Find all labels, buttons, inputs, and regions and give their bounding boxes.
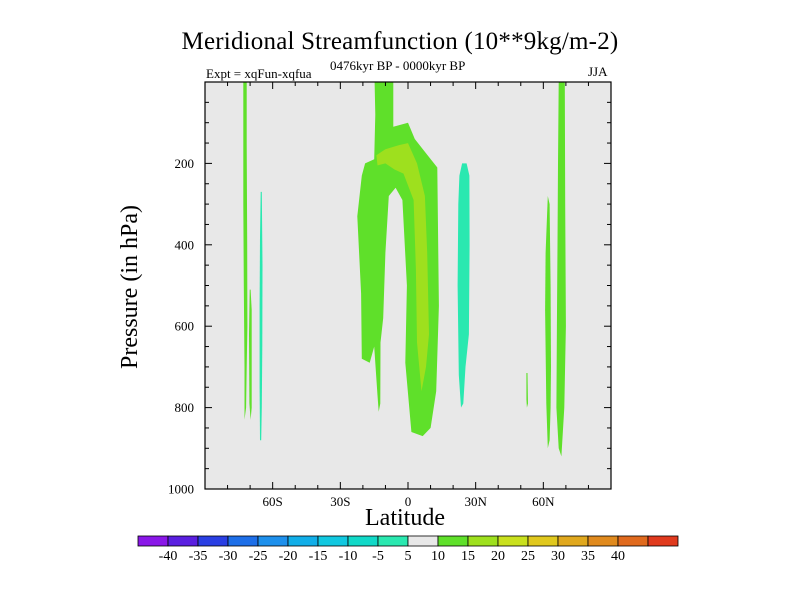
x-tick-label: 30S <box>330 494 350 509</box>
colorbar-label: -35 <box>189 549 208 564</box>
contour-cell-66S <box>259 191 263 441</box>
colorbar-label: -15 <box>309 549 328 564</box>
x-tick-labels: 60S 30S 0 30N 60N <box>263 494 556 509</box>
colorbar-swatch <box>617 535 649 547</box>
colorbar-swatch <box>167 535 199 547</box>
y-tick-label: 400 <box>175 237 195 252</box>
colorbar-label: -25 <box>249 549 268 564</box>
subtitle-season: JJA <box>588 64 608 79</box>
colorbar: -40 -35 -30 -25 -20 -15 -10 -5 5 10 15 20 25 30 35 40 <box>137 535 679 564</box>
colorbar-swatch <box>227 535 259 547</box>
colorbar-swatch <box>437 535 469 547</box>
colorbar-label: 5 <box>405 549 412 564</box>
colorbar-swatch <box>257 535 289 547</box>
y-tick-labels: 200 400 600 800 1000 <box>168 156 194 497</box>
contour-cell-22N <box>457 163 470 408</box>
x-tick-label: 60N <box>532 494 555 509</box>
y-tick-label: 200 <box>175 156 195 171</box>
chart-title: Meridional Streamfunction (10**9kg/m-2) <box>181 28 619 55</box>
contour-cell-tropics-core <box>394 147 427 375</box>
contour-cell-75S <box>243 82 248 420</box>
contour-cell-53N <box>526 373 528 408</box>
subtitle-period: 0476kyr BP - 0000kyr BP <box>330 58 466 73</box>
colorbar-swatch <box>407 535 439 547</box>
colorbar-label: 35 <box>581 549 595 564</box>
colorbar-swatch <box>347 535 379 547</box>
colorbar-label: 40 <box>611 549 625 564</box>
colorbar-label: 20 <box>491 549 505 564</box>
colorbar-label: 10 <box>431 549 445 564</box>
colorbar-label: -40 <box>159 549 178 564</box>
y-axis-label: Pressure (in hPa) <box>117 205 143 369</box>
colorbar-label: -20 <box>279 549 298 564</box>
plot-frame <box>204 81 612 490</box>
x-axis-label: Latitude <box>365 505 445 531</box>
colorbar-swatch <box>557 535 589 547</box>
contour-cell-62N <box>545 196 551 449</box>
y-tick-label: 800 <box>175 400 195 415</box>
colorbar-label: -10 <box>339 549 358 564</box>
colorbar-swatch <box>587 535 619 547</box>
colorbar-swatch <box>497 535 529 547</box>
colorbar-label: 25 <box>521 549 535 564</box>
colorbar-swatch <box>287 535 319 547</box>
colorbar-swatch <box>377 535 409 547</box>
subtitle-experiment: Expt = xqFun-xqfua <box>206 66 312 81</box>
colorbar-label: -5 <box>372 549 384 564</box>
x-tick-label: 0 <box>405 494 412 509</box>
contour-cell-68N <box>556 82 566 457</box>
colorbar-label: 30 <box>551 549 565 564</box>
colorbar-swatch <box>647 535 679 547</box>
y-tick-label: 1000 <box>168 482 194 497</box>
colorbar-swatch <box>317 535 349 547</box>
colorbar-label: 15 <box>461 549 475 564</box>
colorbar-swatch <box>137 535 169 547</box>
x-tick-label: 30N <box>464 494 487 509</box>
colorbar-swatch <box>527 535 559 547</box>
colorbar-swatch <box>197 535 229 547</box>
y-tick-label: 600 <box>175 319 195 334</box>
contour-regions <box>243 82 566 457</box>
colorbar-swatch <box>467 535 499 547</box>
colorbar-label: -30 <box>219 549 238 564</box>
contour-cell-70S <box>249 289 252 420</box>
x-tick-label: 60S <box>263 494 283 509</box>
